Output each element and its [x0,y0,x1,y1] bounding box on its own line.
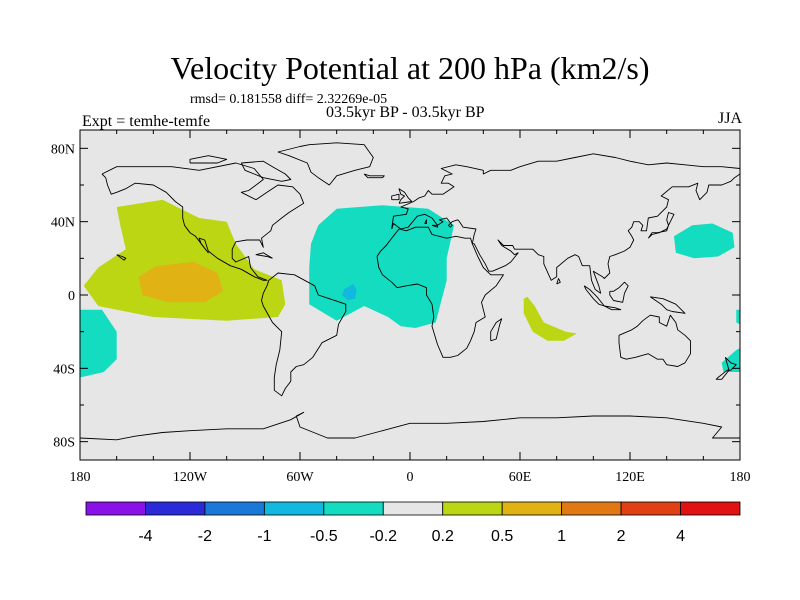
y-tick-label: 80S [53,436,75,451]
colorbar-box [501,501,563,516]
colorbar-label: 4 [676,528,685,545]
x-tick-label: 180 [730,470,751,485]
contour-region-east-pacific-positive [83,199,286,321]
colorbar-label: -2 [198,528,212,545]
coastline-9 [391,193,400,201]
colorbar-label: 0.5 [491,528,513,545]
x-tick-label: 180 [70,470,91,485]
colorbar-label: 2 [617,528,626,545]
colorbar-box [561,501,622,516]
coastline-4 [391,173,740,294]
colorbar-label: -0.5 [310,528,338,545]
colorbar-box [442,501,503,516]
coastline-22 [424,219,427,224]
colorbar-label: -4 [138,528,152,545]
contour-region-atlantic-africa-negative [309,205,454,328]
colorbar-box [620,501,681,516]
coastline-20 [189,155,228,164]
coastline-8 [398,188,413,204]
contour-region-east-pacific-core [138,262,223,303]
season-label: JJA [717,110,742,127]
coastline-0 [101,162,305,281]
coastline-12 [583,285,605,307]
y-tick-label: 80N [51,142,75,157]
coastline-23 [431,224,438,228]
coastline-7 [363,173,385,179]
coastline-1 [261,272,347,397]
contour-region-atlantic-core [342,284,357,301]
colorbar-label: -1 [257,528,271,545]
colorbar-box [323,501,384,516]
coastline-5 [618,314,691,367]
coastline-11 [490,318,503,342]
contour-region-indian-ocean-positive [523,296,577,341]
colorbar-box [85,501,146,516]
coastline-2 [376,226,504,358]
y-tick-label: 40S [53,362,75,377]
coastline-13 [604,305,622,311]
chart-title: Velocity Potential at 200 hPa (km2/s) [170,50,650,86]
coastline-24 [556,278,561,285]
coastline-19 [240,160,292,182]
contour-region-west-north-pacific-negative [674,223,735,259]
coastline-3 [391,153,740,230]
colorbar-box [263,501,325,516]
experiment-label: Expt = temhe-temfe [82,113,211,130]
x-tick-label: 60E [509,470,532,485]
coastline-15 [649,296,686,314]
y-tick-label: 40N [51,216,75,231]
coastline-10 [647,212,675,239]
contour-region-south-pacific-west-negative [80,309,117,378]
x-tick-label: 120E [615,470,645,485]
coastline-17 [80,411,740,441]
coastline-16 [715,356,737,380]
colorbar-box [680,501,741,516]
y-tick-label: 0 [68,289,75,304]
colorbar-label: 1 [557,528,566,545]
x-tick-label: 60W [286,470,314,485]
x-tick-label: 120W [173,470,208,485]
colorbar-box [204,501,265,516]
colorbar-label: -0.2 [369,528,397,545]
coastline-14 [609,281,629,303]
plot-layer [80,142,740,441]
coastline-21 [255,252,273,259]
colorbar-box [145,501,206,516]
stats-text: rmsd= 0.181558 diff= 2.32269e-05 [190,92,388,107]
contour-region-south-pacific-date-line-sliver [736,309,740,325]
coastline-6 [277,142,374,186]
colorbar-label: 0.2 [432,528,454,545]
coastline-18 [116,254,127,261]
x-tick-label: 0 [407,470,414,485]
colorbar-box [382,501,444,516]
chart-subtitle: 03.5kyr BP - 03.5kyr BP [326,104,485,121]
